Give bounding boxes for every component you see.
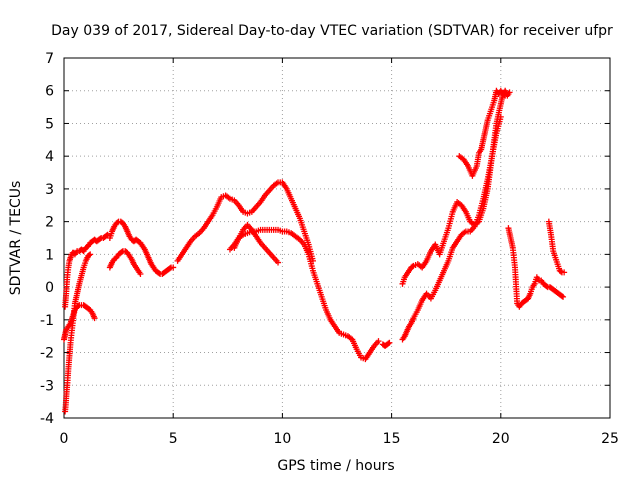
data-point [97, 235, 104, 242]
data-point [137, 271, 144, 277]
chart-title: Day 039 of 2017, Sidereal Day-to-day VTE… [51, 23, 613, 39]
y-tick-label: -2 [40, 346, 54, 362]
data-point [506, 89, 513, 96]
y-tick-label: 7 [45, 51, 54, 67]
series-arc-5 [106, 248, 144, 277]
series-arc-10 [399, 91, 509, 287]
data-point [560, 293, 567, 300]
data-point [104, 231, 111, 238]
grid [64, 58, 610, 418]
y-tick-label: -1 [40, 313, 54, 329]
x-axis-label: GPS time / hours [277, 458, 394, 474]
x-tick-label: 10 [273, 431, 291, 447]
y-axis-ticks: -4 -3 -2 -1 0 1 2 3 4 5 6 7 [40, 51, 610, 427]
series-arc-1 [62, 231, 111, 310]
series-arc-3 [62, 251, 94, 415]
data-point [409, 263, 416, 270]
series-arc-7 [226, 226, 382, 363]
data-point [386, 339, 393, 346]
x-tick-label: 5 [169, 431, 178, 447]
data-point [557, 268, 564, 275]
series-arc-9 [379, 339, 393, 349]
series-arc-11 [399, 113, 504, 343]
y-tick-label: 3 [45, 182, 54, 198]
data-point [375, 338, 382, 345]
y-tick-label: 6 [45, 84, 54, 100]
data-point [86, 252, 93, 259]
x-tick-label: 25 [601, 431, 619, 447]
x-tick-label: 20 [492, 431, 510, 447]
data-point [558, 293, 565, 300]
y-tick-label: 5 [45, 116, 54, 132]
data-points [61, 87, 568, 415]
series-arc-4 [106, 218, 177, 277]
y-tick-label: 0 [45, 280, 54, 296]
y-tick-label: 4 [45, 149, 54, 165]
series-arc-14 [545, 218, 568, 276]
y-axis-label: SDTVAR / TECUs [8, 181, 24, 296]
data-point [385, 340, 392, 347]
plot-frame [63, 57, 611, 419]
data-point [87, 251, 94, 258]
y-tick-label: 2 [45, 215, 54, 231]
data-point [166, 265, 173, 272]
data-point [275, 259, 282, 266]
y-tick-label: -3 [40, 378, 54, 394]
data-point [561, 269, 568, 276]
data-point [543, 283, 550, 290]
series-arc-13 [505, 225, 567, 310]
data-point [91, 315, 98, 322]
x-tick-label: 0 [60, 431, 69, 447]
series-arc-12 [456, 87, 513, 179]
x-tick-label: 15 [383, 431, 401, 447]
series-arc-8 [231, 221, 282, 266]
series-arc-6 [174, 179, 316, 264]
series-arc-2 [61, 302, 98, 343]
data-point [170, 264, 177, 271]
x-axis-ticks: 0 5 10 15 20 25 [60, 58, 619, 447]
y-tick-label: -4 [40, 411, 54, 427]
data-point [497, 113, 504, 120]
y-tick-label: 1 [45, 247, 54, 263]
